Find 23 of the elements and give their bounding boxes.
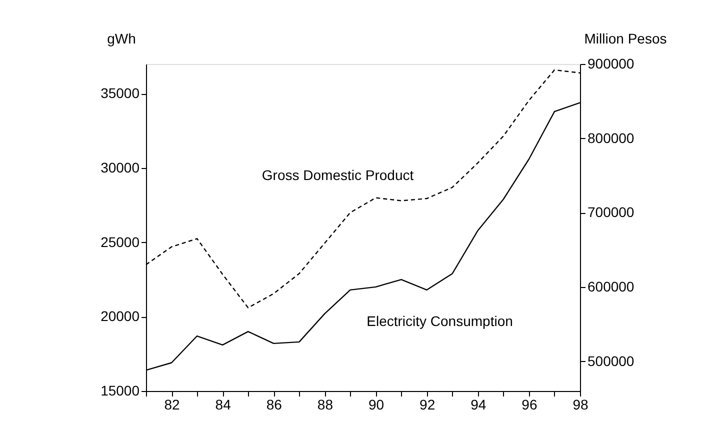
x-tick-label: 94 bbox=[470, 396, 486, 412]
y2-axis-title: Million Pesos bbox=[584, 30, 667, 46]
y2-tick-label: 600000 bbox=[588, 278, 634, 294]
x-tick-label: 90 bbox=[368, 396, 384, 412]
x-tick-label: 86 bbox=[266, 396, 282, 412]
y2-tick-label: 900000 bbox=[588, 56, 634, 72]
y2-tick-label: 700000 bbox=[588, 204, 634, 220]
y2-tick-label: 500000 bbox=[588, 352, 634, 369]
y-tick-label: 15000 bbox=[100, 382, 140, 398]
y-tick-label: 25000 bbox=[100, 234, 140, 250]
y-tick-label: 35000 bbox=[100, 85, 140, 102]
y-tick-label: 30000 bbox=[100, 160, 140, 176]
x-tick-label: 82 bbox=[164, 396, 180, 412]
y-axis-title: gWh bbox=[107, 30, 136, 46]
x-tick-label: 88 bbox=[317, 396, 334, 412]
y-tick-label: 20000 bbox=[100, 308, 140, 324]
x-tick-label: 92 bbox=[420, 396, 436, 412]
series-label: Electricity Consumption bbox=[366, 312, 513, 329]
x-tick-label: 96 bbox=[522, 396, 538, 412]
x-tick-label: 98 bbox=[572, 396, 588, 412]
x-tick-label: 84 bbox=[215, 396, 232, 412]
y2-tick-label: 800000 bbox=[588, 130, 634, 146]
series-label: Gross Domestic Product bbox=[262, 166, 414, 183]
